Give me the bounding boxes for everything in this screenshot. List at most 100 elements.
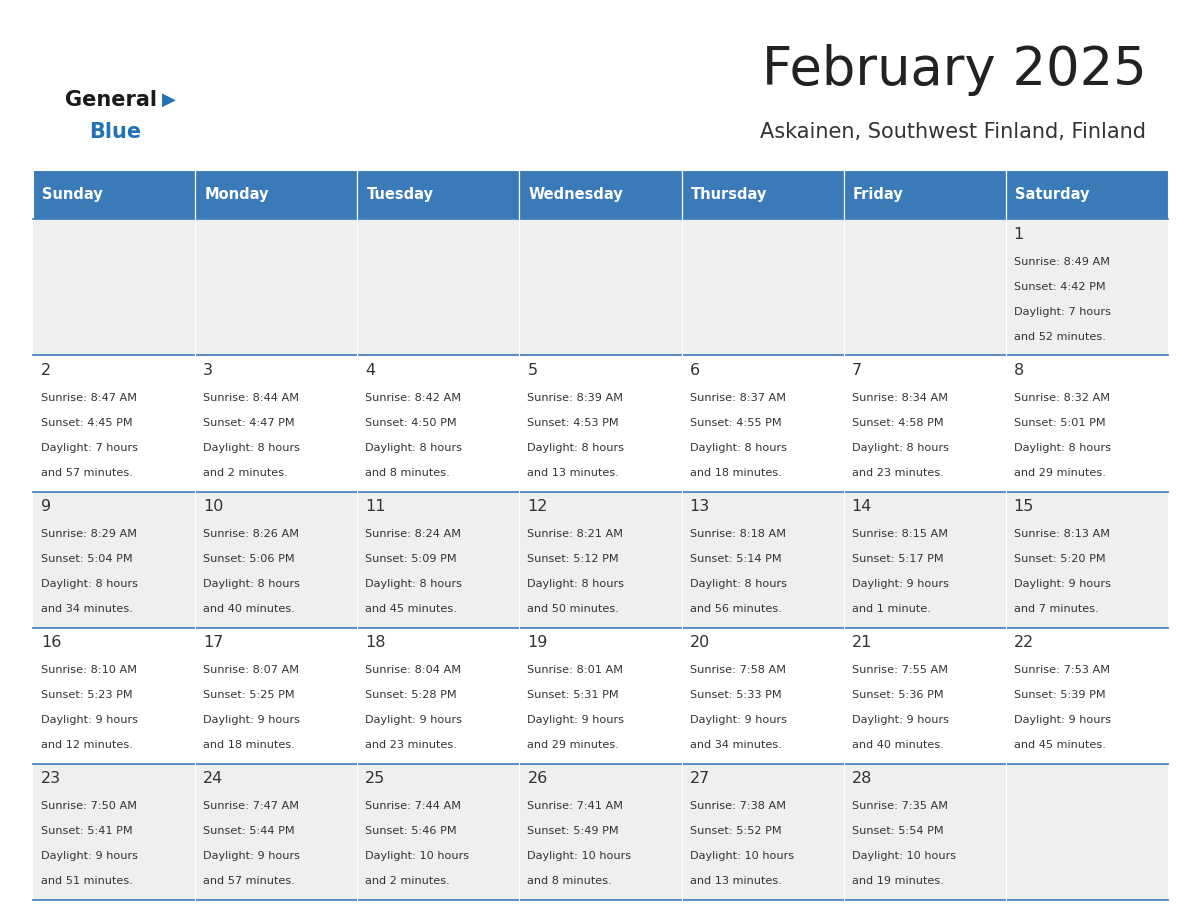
- Text: Sunset: 5:09 PM: Sunset: 5:09 PM: [366, 554, 457, 564]
- Text: and 12 minutes.: and 12 minutes.: [42, 740, 133, 750]
- Text: and 34 minutes.: and 34 minutes.: [42, 604, 133, 614]
- Text: Daylight: 8 hours: Daylight: 8 hours: [527, 579, 625, 589]
- Text: Sunset: 5:17 PM: Sunset: 5:17 PM: [852, 554, 943, 564]
- Text: Daylight: 10 hours: Daylight: 10 hours: [689, 851, 794, 861]
- Text: 19: 19: [527, 635, 548, 650]
- Text: Sunset: 5:28 PM: Sunset: 5:28 PM: [366, 690, 457, 700]
- Text: Sunrise: 8:26 AM: Sunrise: 8:26 AM: [203, 529, 299, 539]
- Text: Sunset: 5:33 PM: Sunset: 5:33 PM: [689, 690, 782, 700]
- Text: Sunrise: 8:24 AM: Sunrise: 8:24 AM: [366, 529, 461, 539]
- Text: Sunrise: 8:07 AM: Sunrise: 8:07 AM: [203, 665, 299, 675]
- Text: Monday: Monday: [204, 187, 268, 202]
- Text: and 23 minutes.: and 23 minutes.: [852, 468, 943, 478]
- Text: Daylight: 8 hours: Daylight: 8 hours: [203, 443, 301, 453]
- Text: Sunrise: 8:34 AM: Sunrise: 8:34 AM: [852, 393, 948, 403]
- Text: Daylight: 8 hours: Daylight: 8 hours: [366, 443, 462, 453]
- Text: 9: 9: [42, 498, 51, 514]
- Text: Sunrise: 8:15 AM: Sunrise: 8:15 AM: [852, 529, 948, 539]
- Text: Sunset: 4:53 PM: Sunset: 4:53 PM: [527, 418, 619, 428]
- Text: Sunrise: 7:44 AM: Sunrise: 7:44 AM: [366, 800, 461, 811]
- Text: Sunset: 4:55 PM: Sunset: 4:55 PM: [689, 418, 782, 428]
- Text: Sunset: 4:50 PM: Sunset: 4:50 PM: [366, 418, 457, 428]
- Text: Sunrise: 8:37 AM: Sunrise: 8:37 AM: [689, 393, 785, 403]
- Text: Sunday: Sunday: [43, 187, 103, 202]
- Text: 25: 25: [366, 771, 386, 786]
- Text: and 40 minutes.: and 40 minutes.: [203, 604, 295, 614]
- Text: Sunset: 5:52 PM: Sunset: 5:52 PM: [689, 826, 782, 836]
- Text: 18: 18: [366, 635, 386, 650]
- Text: Daylight: 9 hours: Daylight: 9 hours: [42, 851, 138, 861]
- Text: Sunrise: 7:35 AM: Sunrise: 7:35 AM: [852, 800, 948, 811]
- Text: Sunrise: 8:10 AM: Sunrise: 8:10 AM: [42, 665, 137, 675]
- Text: and 23 minutes.: and 23 minutes.: [366, 740, 457, 750]
- Text: and 45 minutes.: and 45 minutes.: [1013, 740, 1106, 750]
- Text: 17: 17: [203, 635, 223, 650]
- Text: 28: 28: [852, 771, 872, 786]
- Text: Daylight: 8 hours: Daylight: 8 hours: [203, 579, 301, 589]
- Text: ▶: ▶: [162, 90, 176, 108]
- Text: Sunrise: 8:47 AM: Sunrise: 8:47 AM: [42, 393, 137, 403]
- Text: and 13 minutes.: and 13 minutes.: [689, 877, 782, 887]
- Text: Sunrise: 8:39 AM: Sunrise: 8:39 AM: [527, 393, 624, 403]
- Bar: [33, 170, 195, 219]
- Text: 11: 11: [366, 498, 386, 514]
- Text: Daylight: 9 hours: Daylight: 9 hours: [689, 715, 786, 725]
- Text: Sunset: 5:25 PM: Sunset: 5:25 PM: [203, 690, 295, 700]
- Text: Daylight: 10 hours: Daylight: 10 hours: [366, 851, 469, 861]
- Text: Sunset: 5:39 PM: Sunset: 5:39 PM: [1013, 690, 1105, 700]
- Bar: [682, 170, 843, 219]
- Text: 23: 23: [42, 771, 62, 786]
- Text: and 29 minutes.: and 29 minutes.: [1013, 468, 1106, 478]
- Text: 6: 6: [689, 363, 700, 378]
- Text: Sunrise: 8:18 AM: Sunrise: 8:18 AM: [689, 529, 785, 539]
- Bar: [843, 170, 1006, 219]
- Text: Sunrise: 8:42 AM: Sunrise: 8:42 AM: [366, 393, 461, 403]
- Text: and 18 minutes.: and 18 minutes.: [689, 468, 782, 478]
- Text: Sunset: 5:46 PM: Sunset: 5:46 PM: [366, 826, 457, 836]
- Text: Sunset: 5:54 PM: Sunset: 5:54 PM: [852, 826, 943, 836]
- Text: and 13 minutes.: and 13 minutes.: [527, 468, 619, 478]
- Text: 2: 2: [42, 363, 51, 378]
- Text: Sunset: 4:58 PM: Sunset: 4:58 PM: [852, 418, 943, 428]
- Text: Sunset: 5:31 PM: Sunset: 5:31 PM: [527, 690, 619, 700]
- Text: and 19 minutes.: and 19 minutes.: [852, 877, 943, 887]
- Text: Daylight: 9 hours: Daylight: 9 hours: [203, 715, 301, 725]
- Text: Daylight: 9 hours: Daylight: 9 hours: [527, 715, 625, 725]
- Text: Sunset: 5:41 PM: Sunset: 5:41 PM: [42, 826, 133, 836]
- Text: Askainen, Southwest Finland, Finland: Askainen, Southwest Finland, Finland: [760, 122, 1146, 142]
- Text: Sunrise: 7:38 AM: Sunrise: 7:38 AM: [689, 800, 785, 811]
- Text: Sunset: 5:36 PM: Sunset: 5:36 PM: [852, 690, 943, 700]
- Text: Sunrise: 8:21 AM: Sunrise: 8:21 AM: [527, 529, 624, 539]
- Text: Saturday: Saturday: [1015, 187, 1089, 202]
- Text: and 50 minutes.: and 50 minutes.: [527, 604, 619, 614]
- Text: and 34 minutes.: and 34 minutes.: [689, 740, 782, 750]
- Text: and 1 minute.: and 1 minute.: [852, 604, 930, 614]
- Text: Sunset: 5:20 PM: Sunset: 5:20 PM: [1013, 554, 1105, 564]
- Text: and 2 minutes.: and 2 minutes.: [203, 468, 287, 478]
- Text: Sunrise: 8:32 AM: Sunrise: 8:32 AM: [1013, 393, 1110, 403]
- Text: Sunrise: 8:44 AM: Sunrise: 8:44 AM: [203, 393, 299, 403]
- Text: and 52 minutes.: and 52 minutes.: [1013, 332, 1106, 342]
- Text: Blue: Blue: [89, 122, 141, 142]
- Text: Sunrise: 8:01 AM: Sunrise: 8:01 AM: [527, 665, 624, 675]
- Text: Friday: Friday: [853, 187, 904, 202]
- Text: Daylight: 10 hours: Daylight: 10 hours: [527, 851, 632, 861]
- Text: Thursday: Thursday: [690, 187, 767, 202]
- Text: Sunset: 5:01 PM: Sunset: 5:01 PM: [1013, 418, 1105, 428]
- Text: Wednesday: Wednesday: [529, 187, 624, 202]
- Text: Sunrise: 8:49 AM: Sunrise: 8:49 AM: [1013, 257, 1110, 267]
- Text: Daylight: 9 hours: Daylight: 9 hours: [852, 715, 948, 725]
- Text: 5: 5: [527, 363, 537, 378]
- Text: 20: 20: [689, 635, 709, 650]
- Text: Sunrise: 8:29 AM: Sunrise: 8:29 AM: [42, 529, 137, 539]
- Text: Sunrise: 7:58 AM: Sunrise: 7:58 AM: [689, 665, 785, 675]
- Text: Daylight: 9 hours: Daylight: 9 hours: [1013, 715, 1111, 725]
- Text: Sunrise: 7:53 AM: Sunrise: 7:53 AM: [1013, 665, 1110, 675]
- Text: Sunrise: 7:41 AM: Sunrise: 7:41 AM: [527, 800, 624, 811]
- Bar: [1006, 170, 1168, 219]
- Text: and 8 minutes.: and 8 minutes.: [366, 468, 450, 478]
- Text: Daylight: 9 hours: Daylight: 9 hours: [366, 715, 462, 725]
- Text: Daylight: 9 hours: Daylight: 9 hours: [852, 579, 948, 589]
- Text: 3: 3: [203, 363, 214, 378]
- Text: 10: 10: [203, 498, 223, 514]
